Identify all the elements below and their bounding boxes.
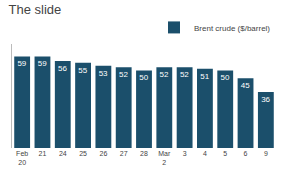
svg-text:51: 51 [200, 72, 209, 81]
svg-text:50: 50 [139, 73, 148, 82]
svg-text:52: 52 [160, 70, 169, 79]
svg-text:4: 4 [203, 150, 207, 157]
svg-text:59: 59 [17, 59, 26, 68]
svg-text:25: 25 [79, 150, 87, 157]
svg-text:36: 36 [261, 95, 270, 104]
svg-text:52: 52 [180, 70, 189, 79]
svg-text:59: 59 [38, 59, 47, 68]
svg-text:50: 50 [221, 73, 230, 82]
svg-text:52: 52 [119, 70, 128, 79]
svg-text:9: 9 [264, 150, 268, 157]
svg-text:55: 55 [78, 66, 87, 75]
svg-text:Mar2: Mar2 [158, 150, 171, 166]
svg-text:45: 45 [241, 81, 250, 90]
svg-text:21: 21 [39, 150, 47, 157]
svg-text:5: 5 [223, 150, 227, 157]
svg-text:3: 3 [183, 150, 187, 157]
svg-text:28: 28 [140, 150, 148, 157]
svg-text:53: 53 [99, 69, 108, 78]
svg-text:56: 56 [58, 64, 67, 73]
svg-text:The slide: The slide [9, 2, 62, 17]
svg-text:Feb20: Feb20 [16, 150, 28, 166]
svg-text:6: 6 [244, 150, 248, 157]
svg-text:26: 26 [99, 150, 107, 157]
svg-text:24: 24 [59, 150, 67, 157]
svg-text:27: 27 [120, 150, 128, 157]
svg-text:Brent crude ($/barrel): Brent crude ($/barrel) [194, 24, 270, 33]
